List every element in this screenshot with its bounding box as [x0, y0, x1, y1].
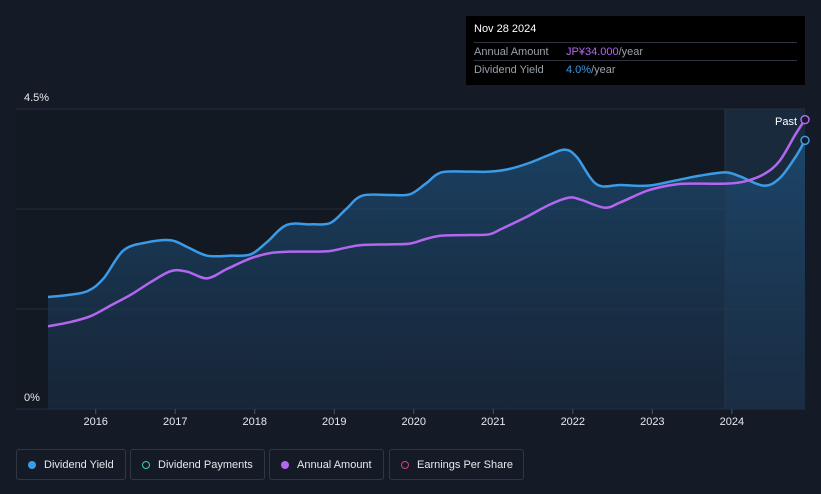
tooltip-unit: /year: [618, 45, 644, 58]
tooltip-value: 4.0%: [566, 63, 592, 76]
x-tick-label: 2021: [481, 416, 505, 428]
y-tick-label-bottom: 0%: [24, 392, 40, 404]
x-tick-label: 2019: [322, 416, 346, 428]
legend-dividend-payments[interactable]: Dividend Payments: [130, 449, 265, 480]
dividend-yield-end-marker: [800, 135, 810, 146]
legend-label: Earnings Per Share: [417, 458, 513, 471]
tooltip-label: Annual Amount: [474, 45, 549, 58]
legend-ring-icon: [401, 460, 409, 469]
legend-label: Annual Amount: [297, 458, 372, 471]
legend-ring-icon: [142, 460, 150, 469]
legend-label: Dividend Payments: [158, 458, 253, 471]
tooltip-row-annual-amount: Annual Amount JP¥34.000 /year: [474, 42, 797, 60]
x-tick-label: 2020: [402, 416, 426, 428]
x-tick-label: 2024: [720, 416, 744, 428]
x-tick-label: 2016: [83, 416, 107, 428]
x-tick-label: 2023: [640, 416, 664, 428]
past-label: Past: [775, 116, 797, 128]
x-tick-label: 2022: [561, 416, 585, 428]
tooltip-date: Nov 28 2024: [474, 23, 537, 35]
dividend-yield-area: [48, 140, 805, 410]
tooltip: Nov 28 2024 Annual Amount JP¥34.000 /yea…: [466, 16, 805, 85]
dividend-yield-line: [47, 139, 807, 299]
legend-dot-icon: [281, 460, 289, 469]
annual-amount-line: [47, 118, 807, 328]
legend-earnings-per-share[interactable]: Earnings Per Share: [389, 449, 524, 480]
x-tick-label: 2018: [243, 416, 267, 428]
legend-label: Dividend Yield: [44, 458, 114, 471]
legend-annual-amount[interactable]: Annual Amount: [269, 449, 384, 480]
tooltip-label: Dividend Yield: [474, 63, 544, 76]
tooltip-value: JP¥34.000: [566, 45, 619, 58]
legend-dot-icon: [28, 460, 36, 469]
tooltip-row-dividend-yield: Dividend Yield 4.0% /year: [474, 60, 797, 78]
legend-dividend-yield[interactable]: Dividend Yield: [16, 449, 126, 480]
x-axis-ticks: 2016 2017 2018 2019 2020 2021 2022 2023 2024: [83, 409, 744, 428]
y-tick-label-top: 4.5%: [24, 92, 49, 104]
x-tick-label: 2017: [163, 416, 187, 428]
annual-amount-end-marker: [800, 114, 810, 125]
tooltip-unit: /year: [591, 63, 616, 76]
